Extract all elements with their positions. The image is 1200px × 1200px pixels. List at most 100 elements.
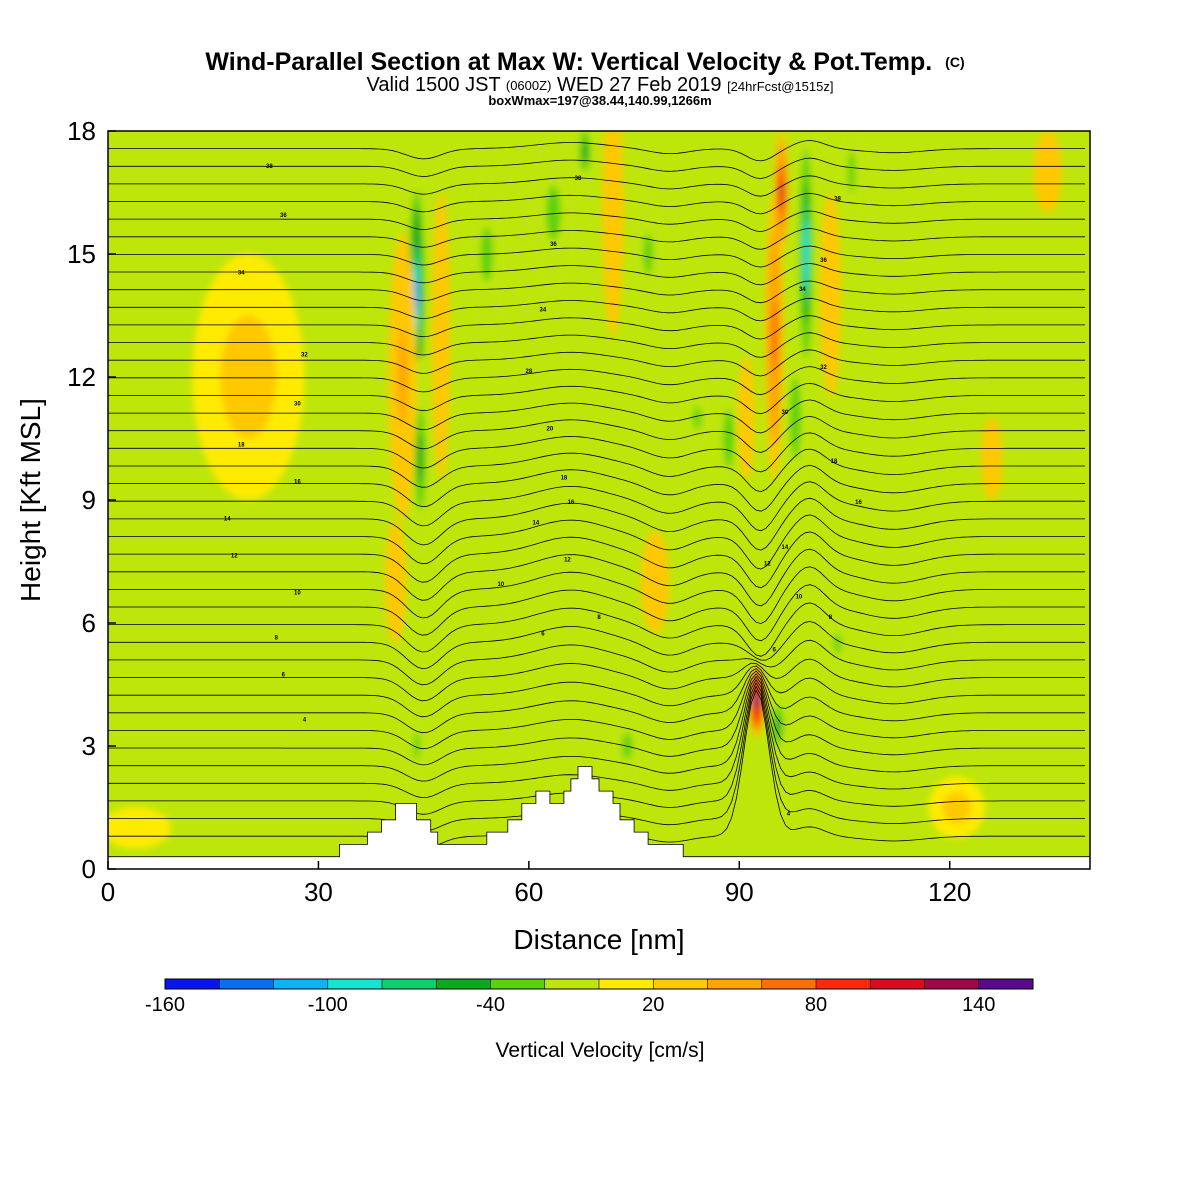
velocity-feature [532, 131, 575, 295]
colorbar-bin [219, 979, 274, 989]
contour-label: 8 [275, 635, 279, 641]
colorbar-bin [870, 979, 925, 989]
contour-label: 6 [773, 648, 777, 654]
colorbar-bin [544, 979, 599, 989]
isentrope [108, 432, 1086, 473]
colorbar-bin [436, 979, 491, 989]
y-tick-label: 3 [82, 731, 96, 761]
velocity-band [607, 151, 619, 275]
colorbar-tick-label: -40 [476, 994, 505, 1016]
isentrope [108, 332, 1086, 358]
contour-label: 8 [597, 615, 601, 621]
y-tick-label: 0 [82, 854, 96, 884]
velocity-feature [574, 131, 596, 193]
contour-label: 16 [294, 480, 301, 486]
colorbar-bin [382, 979, 437, 989]
colorbar-bin [816, 979, 871, 989]
contour-label: 28 [526, 369, 533, 375]
velocity-feature [684, 385, 710, 451]
colorbar-tick-label: 140 [962, 994, 995, 1016]
isentrope [108, 280, 1086, 304]
forecast-label: [24hrFcst@1515z] [727, 79, 833, 94]
isentrope [108, 157, 1086, 179]
x-axis-label: Distance [nm] [513, 924, 684, 955]
contour-label: 10 [294, 590, 301, 596]
velocity-feature [900, 623, 971, 705]
velocity-band [643, 233, 653, 275]
contour-label: 18 [831, 459, 838, 465]
colorbar-tick-label: -160 [145, 994, 185, 1016]
isentrope [108, 382, 1086, 415]
contour-label: 32 [820, 365, 827, 371]
isentrope [108, 665, 1086, 718]
velocity-band [918, 643, 954, 685]
valid-date: WED 27 Feb 2019 [557, 74, 722, 96]
velocity-band [848, 151, 856, 193]
contour-label: 30 [294, 402, 301, 408]
velocity-band [725, 424, 732, 453]
isentrope [108, 621, 1086, 670]
isentrope [108, 531, 1086, 589]
velocity-band [417, 433, 424, 485]
velocity-band [1040, 151, 1055, 193]
velocity-feature [432, 192, 451, 480]
velocity-feature [840, 131, 863, 234]
velocity-band [692, 407, 702, 429]
velocity-band [397, 329, 408, 425]
velocity-feature [826, 612, 849, 675]
velocity-feature [388, 233, 417, 521]
y-tick-label: 6 [82, 608, 96, 638]
contour-label: 6 [541, 631, 545, 637]
isentrope [108, 399, 1086, 434]
velocity-band [802, 236, 809, 272]
velocity-band [220, 315, 277, 439]
x-tick-label: 0 [101, 877, 115, 907]
velocity-field [108, 131, 1062, 849]
colorbar-bin [490, 979, 545, 989]
isentrope [108, 140, 1086, 162]
velocity-feature [192, 254, 305, 500]
colorbar-bin [761, 979, 816, 989]
velocity-feature [798, 131, 813, 377]
boxwmax-label: boxWmax=197@38.44,140.99,1266m [488, 93, 711, 108]
contour-label: 10 [497, 582, 504, 588]
contour-label: 18 [238, 443, 245, 449]
x-tick-label: 60 [514, 877, 543, 907]
y-tick-label: 15 [67, 239, 96, 269]
valid-zulu: (0600Z) [506, 78, 552, 93]
x-tick-label: 30 [304, 877, 333, 907]
title-tag: (C) [945, 54, 964, 70]
velocity-feature [108, 807, 172, 849]
isentrope [108, 668, 1086, 734]
isentrope [108, 481, 1086, 532]
isentrope [108, 514, 1086, 570]
isentrope [108, 349, 1086, 377]
isentrope [108, 263, 1086, 286]
valid-prefix: Valid 1500 JST [367, 74, 501, 96]
y-tick-label: 9 [82, 485, 96, 515]
contour-labels: 38 36 34 32 30 18 16 14 12 10 8 6 4 38 36 34 28 20 18 16 14 1… [224, 164, 863, 818]
valid-time-line: Valid 1500 JST (0600Z) WED 27 Feb 2019 [… [367, 73, 834, 96]
colorbar-bin [599, 979, 654, 989]
chart-title: Wind-Parallel Section at Max W: Vertical… [205, 48, 964, 76]
contour-label: 38 [575, 176, 582, 182]
contour-label: 32 [301, 353, 308, 359]
terrain [107, 766, 1091, 870]
contour-label: 18 [561, 476, 568, 482]
velocity-band [436, 264, 446, 408]
colorbar-tick-label: 20 [642, 994, 664, 1016]
velocity-band [546, 185, 561, 241]
colorbar-tick-label: 80 [805, 994, 827, 1016]
isentrope [108, 315, 1086, 340]
isentrope [108, 228, 1086, 250]
contour-label: 12 [764, 562, 771, 568]
velocity-band [390, 551, 401, 613]
velocity-band [581, 141, 588, 162]
potential-temperature-contours [108, 140, 1086, 849]
x-tick-label: 120 [928, 877, 971, 907]
velocity-feature [718, 381, 740, 496]
colorbar-bin [924, 979, 979, 989]
colorbar-bin [707, 979, 762, 989]
velocity-feature [407, 705, 426, 787]
velocity-band [792, 397, 799, 439]
